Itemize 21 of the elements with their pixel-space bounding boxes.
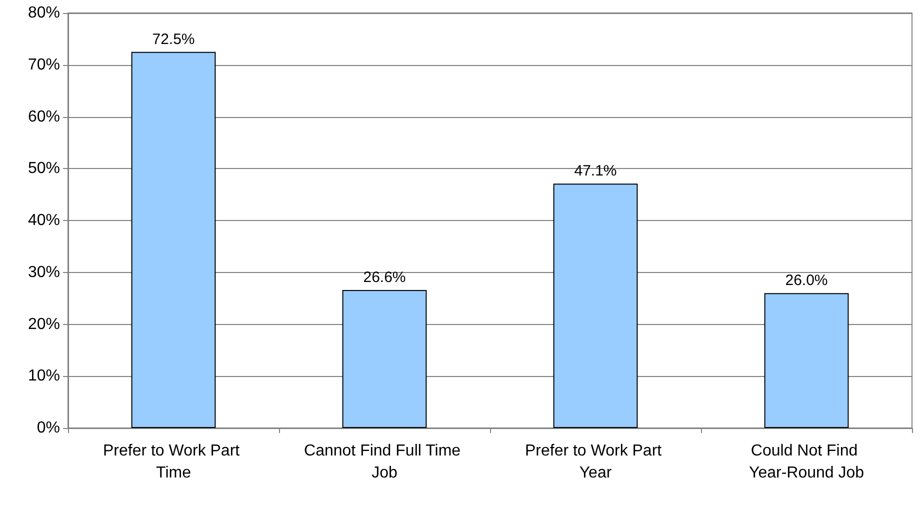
- x-tick-label: Cannot Find Full Time Job: [304, 442, 465, 482]
- bar: [342, 290, 427, 428]
- x-tick-label: Prefer to Work Part Year: [524, 442, 666, 482]
- y-tick-label: 80%: [28, 4, 60, 22]
- data-label: 47.1%: [574, 162, 617, 180]
- y-tick-label: 50%: [28, 160, 60, 178]
- bar: [764, 293, 849, 428]
- data-label: 26.6%: [363, 269, 406, 286]
- y-tick-label: 0%: [36, 420, 60, 436]
- y-tick-label: 10%: [28, 368, 60, 385]
- y-tick-label: 60%: [28, 108, 60, 126]
- x-tick-label: Could Not Find Year-Round Job: [748, 442, 864, 482]
- bar: [131, 52, 216, 428]
- bar: [553, 184, 638, 428]
- data-label: 26.0%: [785, 272, 828, 290]
- y-tick-label: 30%: [28, 264, 60, 281]
- data-label: 72.5%: [152, 30, 195, 48]
- y-tick-label: 70%: [28, 56, 60, 74]
- y-tick-label: 40%: [28, 212, 60, 229]
- x-tick-label: Prefer to Work Part Time: [102, 442, 244, 482]
- y-tick-label: 20%: [28, 316, 60, 333]
